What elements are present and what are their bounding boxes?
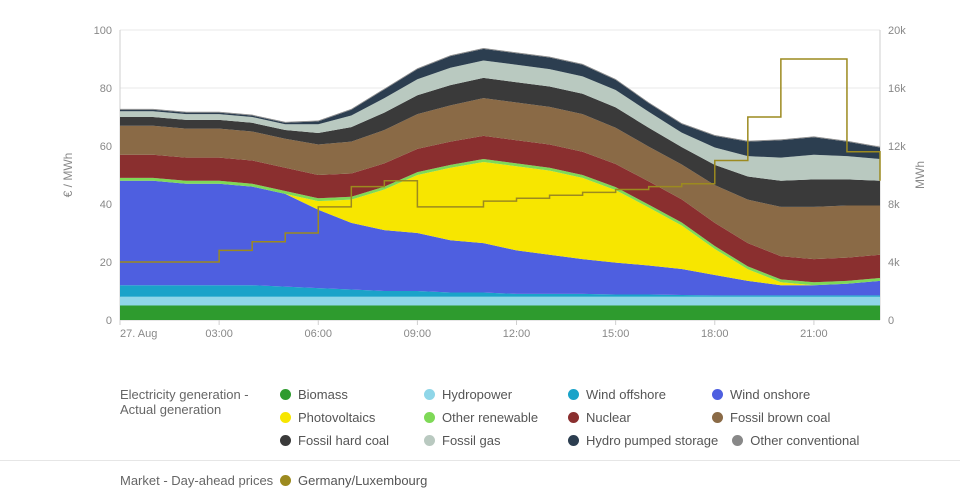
legend-container: Electricity generation - Actual generati…: [0, 375, 960, 500]
y-right-tick-label: 20k: [888, 25, 906, 37]
legend-group-title: Electricity generation - Actual generati…: [0, 383, 280, 417]
legend-item-hydro_pumped[interactable]: Hydro pumped storage: [568, 433, 718, 448]
legend-item-other_conventional[interactable]: Other conventional: [732, 433, 862, 448]
legend-swatch-icon: [568, 412, 579, 423]
legend-item-label: Germany/Luxembourg: [298, 473, 427, 488]
legend-items: Germany/Luxembourg: [280, 469, 960, 492]
legend-swatch-icon: [424, 412, 435, 423]
y-right-tick-label: 4k: [888, 257, 900, 269]
legend-items: Biomass Hydropower Wind offshore Wind onsho…: [280, 383, 960, 452]
y-left-tick-label: 0: [106, 315, 112, 327]
y-right-title: MWh: [913, 161, 927, 189]
x-tick-label: 09:00: [404, 328, 432, 340]
legend-item-label: Fossil gas: [442, 433, 501, 448]
legend-swatch-icon: [712, 412, 723, 423]
y-left-tick-label: 60: [100, 141, 112, 153]
legend-group-title: Market - Day-ahead prices: [0, 469, 280, 488]
x-tick-label: 06:00: [304, 328, 332, 340]
area-hydropower: [120, 297, 880, 306]
legend-swatch-icon: [280, 475, 291, 486]
legend-item-label: Nuclear: [586, 410, 631, 425]
legend-item-price_de_lu[interactable]: Germany/Luxembourg: [280, 473, 427, 488]
legend-item-wind_offshore[interactable]: Wind offshore: [568, 387, 698, 402]
legend-swatch-icon: [424, 389, 435, 400]
legend-item-label: Fossil brown coal: [730, 410, 830, 425]
x-tick-label: 18:00: [701, 328, 729, 340]
y-left-tick-label: 20: [100, 257, 112, 269]
legend-item-label: Photovoltaics: [298, 410, 375, 425]
legend-item-label: Hydropower: [442, 387, 512, 402]
y-left-tick-label: 80: [100, 83, 112, 95]
legend-item-label: Hydro pumped storage: [586, 433, 718, 448]
x-tick-label: 27. Aug: [120, 328, 157, 340]
legend-item-biomass[interactable]: Biomass: [280, 387, 410, 402]
legend-item-label: Wind offshore: [586, 387, 666, 402]
area-biomass: [120, 306, 880, 321]
legend-swatch-icon: [568, 435, 579, 446]
legend-item-hydropower[interactable]: Hydropower: [424, 387, 554, 402]
legend-item-fossil_gas[interactable]: Fossil gas: [424, 433, 554, 448]
legend-swatch-icon: [280, 412, 291, 423]
x-tick-label: 12:00: [503, 328, 531, 340]
y-right-tick-label: 16k: [888, 83, 906, 95]
legend-item-wind_onshore[interactable]: Wind onshore: [712, 387, 842, 402]
legend-item-photovoltaics[interactable]: Photovoltaics: [280, 410, 410, 425]
legend-item-label: Other conventional: [750, 433, 859, 448]
legend-item-fossil_brown_coal[interactable]: Fossil brown coal: [712, 410, 842, 425]
y-right-tick-label: 8k: [888, 199, 900, 211]
legend-swatch-icon: [280, 389, 291, 400]
legend-swatch-icon: [424, 435, 435, 446]
legend-item-fossil_hard_coal[interactable]: Fossil hard coal: [280, 433, 410, 448]
legend-generation: Electricity generation - Actual generati…: [0, 375, 960, 460]
legend-swatch-icon: [712, 389, 723, 400]
legend-item-label: Fossil hard coal: [298, 433, 389, 448]
y-left-title: € / MWh: [61, 153, 75, 198]
y-right-tick-label: 0: [888, 315, 894, 327]
x-tick-label: 21:00: [800, 328, 828, 340]
legend-market: Market - Day-ahead prices Germany/Luxembo…: [0, 460, 960, 500]
legend-item-label: Wind onshore: [730, 387, 810, 402]
y-left-tick-label: 100: [94, 25, 112, 37]
legend-swatch-icon: [568, 389, 579, 400]
legend-swatch-icon: [732, 435, 743, 446]
legend-item-other_renewable[interactable]: Other renewable: [424, 410, 554, 425]
y-right-tick-label: 12k: [888, 141, 906, 153]
legend-item-label: Biomass: [298, 387, 348, 402]
x-tick-label: 03:00: [205, 328, 233, 340]
y-left-tick-label: 40: [100, 199, 112, 211]
x-tick-label: 15:00: [602, 328, 630, 340]
legend-swatch-icon: [280, 435, 291, 446]
legend-item-nuclear[interactable]: Nuclear: [568, 410, 698, 425]
legend-item-label: Other renewable: [442, 410, 538, 425]
